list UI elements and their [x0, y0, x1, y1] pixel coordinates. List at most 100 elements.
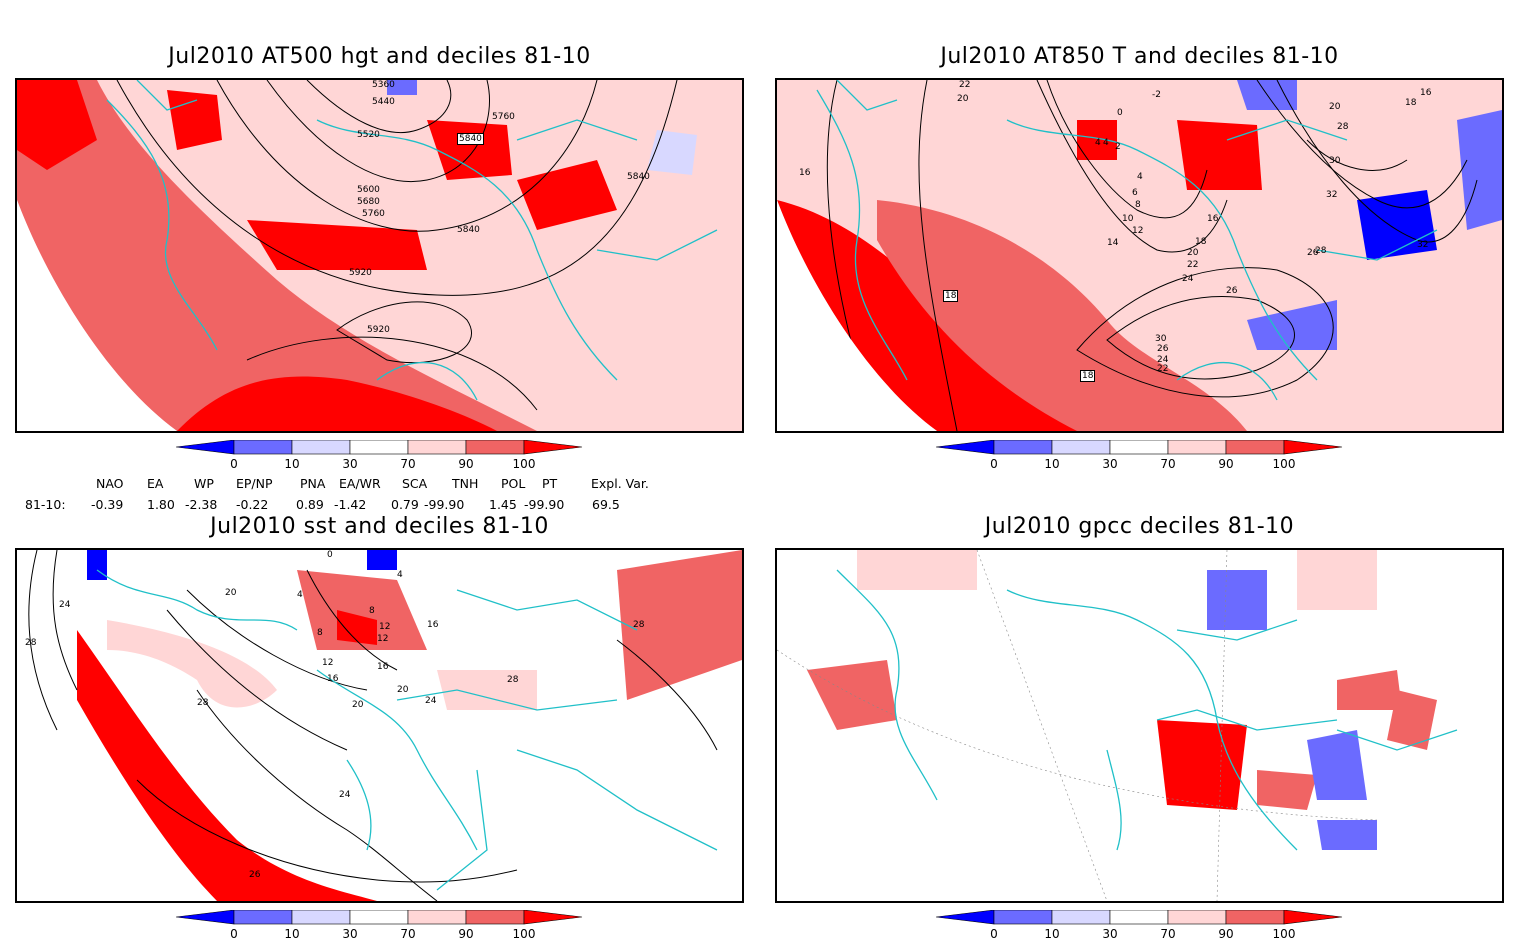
contour-label: 8 — [317, 628, 323, 638]
map-sst: 24 28 28 20 12 16 20 24 24 28 28 26 0 4 … — [15, 548, 744, 903]
contour-label: 8 — [369, 606, 375, 616]
colorbar-swatch — [233, 440, 293, 455]
colorbar-swatch — [291, 910, 351, 925]
contour-label: 30 — [1329, 156, 1341, 166]
colorbar-tick: 30 — [342, 457, 357, 470]
colorbar-swatch — [176, 440, 235, 455]
contour-label: 20 — [1187, 248, 1199, 258]
contour-label: 18 — [943, 290, 959, 302]
contour-label: 28 — [1315, 246, 1327, 256]
decile-mid-sst-east — [617, 550, 742, 700]
colorbar-swatch — [993, 910, 1053, 925]
decile-mid-gpcc — [1337, 670, 1402, 710]
colorbar-swatch — [465, 910, 525, 925]
decile-blue-patch — [1357, 190, 1437, 260]
colorbar-swatch — [1167, 440, 1227, 455]
graticule — [1216, 550, 1228, 901]
index-value: -2.38 — [185, 497, 218, 512]
decile-field-mid — [17, 80, 537, 431]
contour-label: 10 — [1122, 214, 1134, 224]
decile-light-gpcc — [1297, 550, 1377, 610]
contour-label: 24 — [1157, 355, 1169, 365]
contour-label: 22 — [1157, 364, 1169, 374]
index-header: WP — [194, 476, 214, 491]
contour-label: 32 — [1326, 190, 1338, 200]
temp-contour — [1106, 295, 1295, 380]
map-at500-svg — [17, 80, 742, 431]
sst-contour — [166, 609, 348, 751]
contour-label: 12 — [377, 634, 389, 644]
decile-blue-gpcc-russia — [1207, 570, 1267, 630]
colorbar-swatch — [936, 910, 995, 925]
index-value: 69.5 — [592, 497, 620, 512]
temp-contour — [918, 80, 958, 431]
decile-light-sst-med — [437, 670, 537, 710]
contour-label: 6 — [1132, 188, 1138, 198]
colorbar-swatch — [993, 440, 1053, 455]
decile-red-patch-nw — [17, 80, 97, 170]
colorbar-bottom-left: 0 10 30 70 90 100 — [176, 910, 583, 940]
decile-red-patch — [1077, 120, 1117, 160]
decile-blue-patch — [647, 130, 697, 175]
contour-label: 2 — [1115, 142, 1121, 152]
colorbar-tick: 0 — [990, 927, 998, 940]
decile-blue-sst — [87, 550, 107, 580]
colorbar-swatch — [1283, 440, 1343, 455]
decile-light-sst — [107, 620, 277, 708]
colorbar-swatch — [349, 440, 409, 455]
decile-blue-patch-top — [387, 80, 417, 95]
index-value: -0.22 — [236, 497, 269, 512]
colorbar-tick: 100 — [1273, 927, 1296, 940]
contour-label: 22 — [959, 80, 971, 90]
index-header: NAO — [96, 476, 124, 491]
colorbar-tick: 30 — [1102, 927, 1117, 940]
contour-label: 18 — [1405, 98, 1417, 108]
contour-label: 5520 — [357, 130, 380, 140]
colorbar-tick: 70 — [400, 927, 415, 940]
contour-label: 5360 — [372, 80, 395, 90]
contour-label: 0 — [1117, 108, 1123, 118]
decile-red-gpcc-africa — [1157, 720, 1247, 810]
contour-label: 4 — [1103, 138, 1109, 148]
index-header: PNA — [300, 476, 326, 491]
colorbar-tick: 90 — [1218, 457, 1233, 470]
decile-mid-sst-baltic — [297, 570, 427, 650]
colorbar-top-right: 0 10 30 70 90 100 — [936, 440, 1343, 470]
contour-label: 4 — [297, 590, 303, 600]
colorbar-tick: 10 — [1044, 457, 1059, 470]
sst-contour — [52, 550, 78, 691]
contour-label: 28 — [1337, 122, 1349, 132]
contour-label: 28 — [633, 620, 645, 630]
decile-red-patch-siberia — [427, 120, 512, 180]
contour-label: 12 — [322, 658, 334, 668]
contour-label: 16 — [1420, 88, 1432, 98]
map-at500: 5360 5440 5520 5600 5680 5760 5840 5760 … — [15, 78, 744, 433]
contour-label: 5920 — [349, 268, 372, 278]
index-value: 0.79 — [391, 497, 419, 512]
colorbar-swatch — [523, 440, 583, 455]
index-header: TNH — [452, 476, 479, 491]
decile-blue-gpcc — [1317, 820, 1377, 850]
colorbar-swatch — [176, 910, 235, 925]
contour-label: 24 — [59, 600, 71, 610]
temp-contour — [1306, 139, 1408, 171]
decile-red-sst-west — [77, 630, 377, 901]
colorbar-swatch — [523, 910, 583, 925]
colorbar-tick: 70 — [1160, 457, 1175, 470]
colorbar-tick: 0 — [990, 457, 998, 470]
index-value: -0.39 — [91, 497, 124, 512]
contour-label: 8 — [1135, 200, 1141, 210]
decile-red-patch-siberia — [1177, 120, 1262, 190]
index-header: POL — [501, 476, 526, 491]
decile-field-red — [177, 376, 497, 431]
colorbar-swatch — [465, 440, 525, 455]
contour-label: 5760 — [492, 112, 515, 122]
hgt-contour — [306, 80, 452, 134]
colorbar-tick: 90 — [1218, 927, 1233, 940]
coastline — [816, 80, 1438, 401]
contour-label: 4 — [1095, 138, 1101, 148]
colorbar-bottom-right: 0 10 30 70 90 100 — [936, 910, 1343, 940]
contour-label: 20 — [397, 685, 409, 695]
decile-field-red — [777, 200, 1177, 431]
colorbar-swatch — [1167, 910, 1227, 925]
